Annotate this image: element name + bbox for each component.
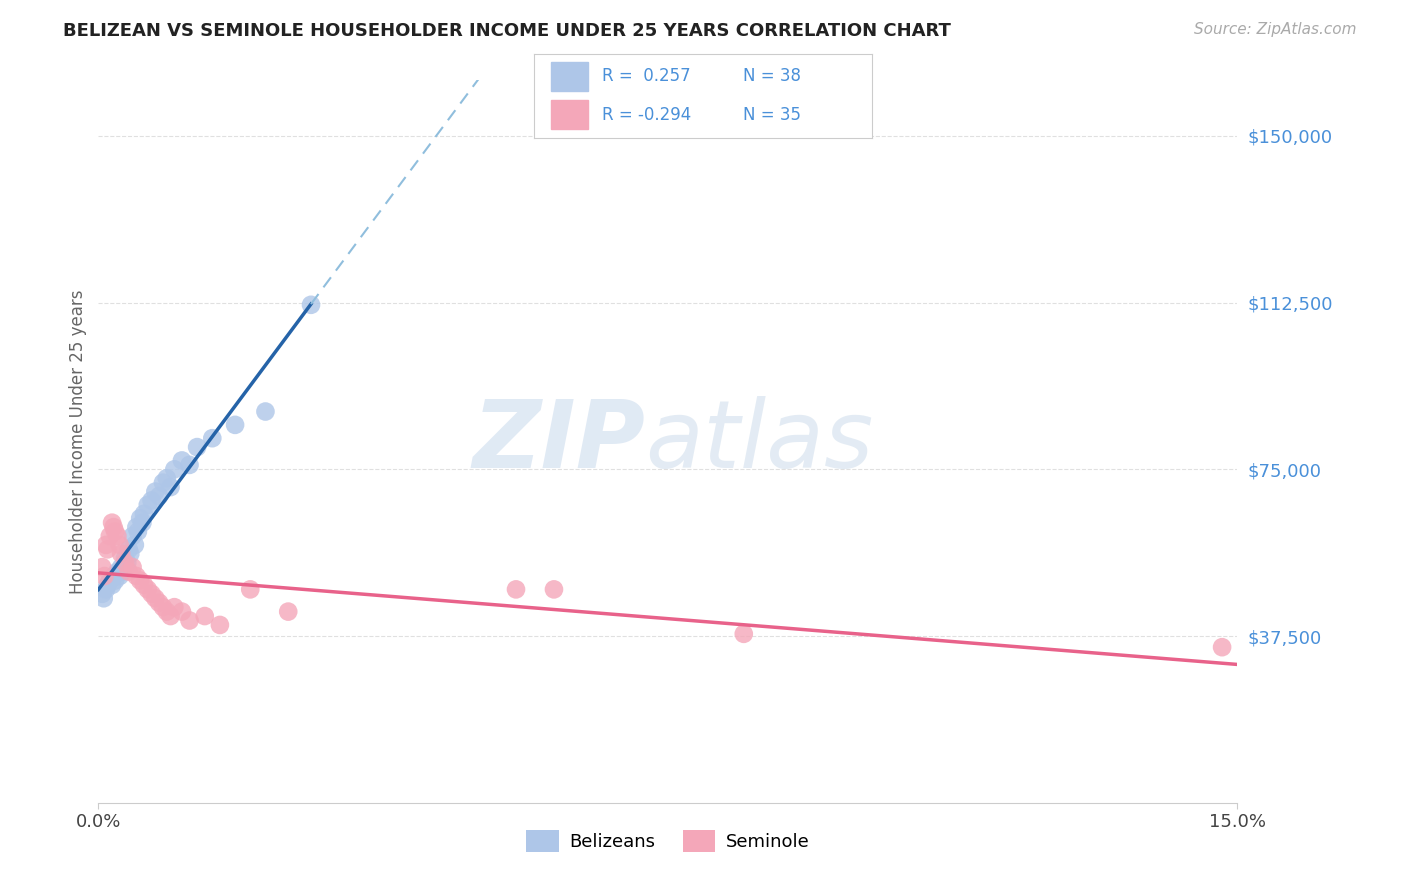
Point xyxy=(152,600,174,615)
Point xyxy=(103,569,125,583)
Point xyxy=(136,498,159,512)
Point xyxy=(194,609,217,624)
Point xyxy=(186,440,208,454)
Point xyxy=(118,542,141,557)
Point xyxy=(152,475,174,490)
Point xyxy=(124,538,146,552)
Point xyxy=(299,298,322,312)
Point xyxy=(132,578,155,592)
Point xyxy=(208,618,231,632)
Point xyxy=(148,596,170,610)
Text: N = 35: N = 35 xyxy=(744,105,801,123)
Text: R =  0.257: R = 0.257 xyxy=(602,68,690,86)
Point xyxy=(733,627,755,641)
Point xyxy=(108,538,131,552)
Point xyxy=(141,493,163,508)
Point xyxy=(121,560,143,574)
Point xyxy=(114,551,136,566)
Point xyxy=(121,529,143,543)
Point xyxy=(101,578,124,592)
Point xyxy=(93,569,115,583)
Point xyxy=(201,431,224,445)
Point xyxy=(224,417,246,432)
Point xyxy=(179,458,201,472)
Point xyxy=(163,600,186,615)
Point xyxy=(141,587,163,601)
Point xyxy=(96,542,118,557)
Point xyxy=(118,565,141,579)
Point xyxy=(129,574,152,588)
Point xyxy=(120,547,142,561)
Point xyxy=(239,582,262,597)
Point xyxy=(505,582,527,597)
Point xyxy=(148,489,170,503)
Point xyxy=(254,404,277,418)
Text: R = -0.294: R = -0.294 xyxy=(602,105,690,123)
Point xyxy=(159,609,181,624)
Text: N = 38: N = 38 xyxy=(744,68,801,86)
Point xyxy=(117,556,139,570)
Point xyxy=(98,529,121,543)
Point xyxy=(110,547,132,561)
Point xyxy=(129,511,152,525)
Text: Source: ZipAtlas.com: Source: ZipAtlas.com xyxy=(1194,22,1357,37)
Point xyxy=(108,569,131,583)
Point xyxy=(156,471,179,485)
Legend: Belizeans, Seminole: Belizeans, Seminole xyxy=(519,822,817,859)
Point xyxy=(94,582,117,597)
Point xyxy=(107,529,129,543)
Text: ZIP: ZIP xyxy=(472,395,645,488)
Point xyxy=(96,578,118,592)
Text: atlas: atlas xyxy=(645,396,873,487)
Point xyxy=(104,574,127,588)
Text: BELIZEAN VS SEMINOLE HOUSEHOLDER INCOME UNDER 25 YEARS CORRELATION CHART: BELIZEAN VS SEMINOLE HOUSEHOLDER INCOME … xyxy=(63,22,950,40)
Point xyxy=(156,605,179,619)
Point xyxy=(101,516,124,530)
Point xyxy=(1211,640,1233,655)
Point xyxy=(111,565,134,579)
Point xyxy=(136,582,159,597)
Point xyxy=(145,484,167,499)
Point xyxy=(114,556,136,570)
Point xyxy=(170,605,193,619)
Point xyxy=(132,507,155,521)
Point xyxy=(98,574,121,588)
Point xyxy=(93,591,115,606)
Point xyxy=(159,480,181,494)
Point xyxy=(91,587,114,601)
Point xyxy=(125,520,148,534)
Point xyxy=(145,591,167,606)
Point xyxy=(543,582,565,597)
Point xyxy=(277,605,299,619)
FancyBboxPatch shape xyxy=(551,100,588,129)
Point xyxy=(104,524,127,539)
Point xyxy=(170,453,193,467)
Point xyxy=(163,462,186,476)
Point xyxy=(103,520,125,534)
Point xyxy=(107,565,129,579)
Y-axis label: Householder Income Under 25 years: Householder Income Under 25 years xyxy=(69,289,87,594)
Point xyxy=(94,538,117,552)
Point xyxy=(127,524,149,539)
Point xyxy=(91,560,114,574)
FancyBboxPatch shape xyxy=(551,62,588,91)
Point xyxy=(131,516,153,530)
Point xyxy=(110,560,132,574)
Point xyxy=(125,569,148,583)
Point xyxy=(179,614,201,628)
